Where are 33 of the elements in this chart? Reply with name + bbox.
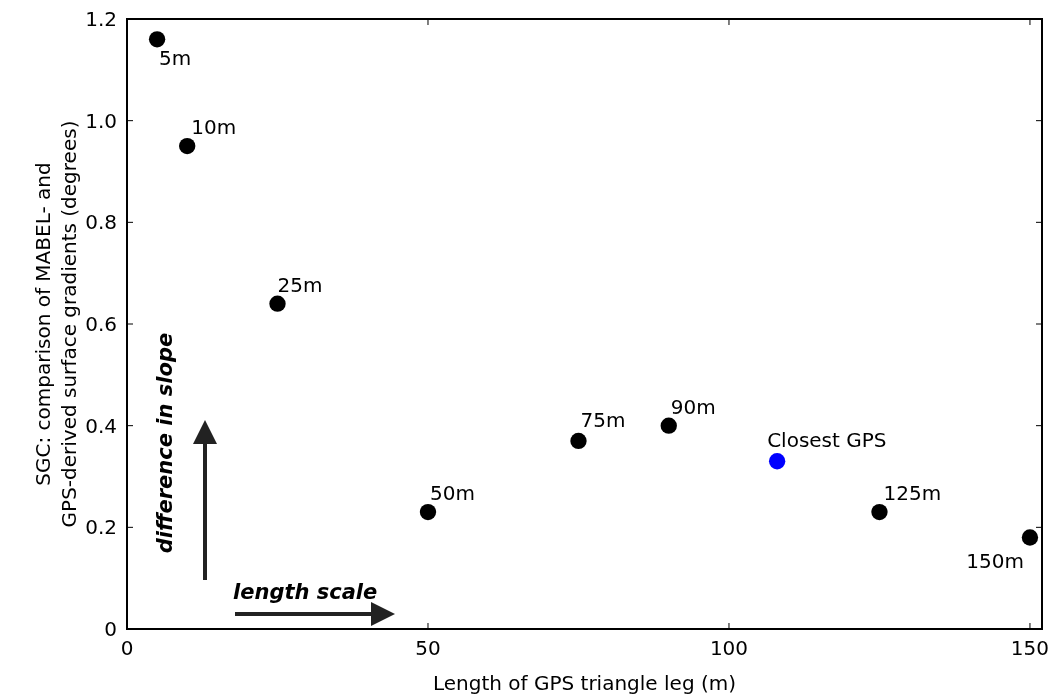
annotation: 5m bbox=[159, 46, 192, 71]
annotation: difference in slope bbox=[153, 332, 177, 554]
point bbox=[1021, 529, 1039, 546]
point bbox=[419, 503, 437, 521]
annotation: 150m bbox=[966, 548, 1024, 573]
y-tick-label: 0 bbox=[104, 617, 117, 641]
y-axis-title: SGC: comparison of MABEL- and GPS-derived surface gradients (degrees) bbox=[31, 120, 81, 528]
y-tick-label: 1.2 bbox=[85, 7, 117, 31]
annotation: 50m bbox=[429, 481, 475, 506]
series-label: Closest GPS bbox=[767, 428, 887, 453]
x-tick-label: 150 bbox=[1010, 636, 1049, 660]
annotation: 10m bbox=[191, 115, 237, 140]
annotation: 125m bbox=[883, 481, 942, 506]
y-tick-label: 0.4 bbox=[85, 413, 117, 438]
x-tick-label: 0 bbox=[120, 636, 134, 660]
annotation: 75m bbox=[580, 407, 626, 432]
y-tick-label: 0.2 bbox=[85, 515, 117, 540]
annotation: length scale bbox=[233, 580, 378, 604]
x-tick-label: 100 bbox=[709, 636, 749, 660]
y-tick-label: 1.0 bbox=[85, 108, 117, 133]
y-tick-label: 0.6 bbox=[85, 312, 117, 336]
x-axis-title: Length of GPS triangle leg (m) bbox=[432, 671, 737, 694]
point bbox=[871, 503, 888, 521]
annotation: 90m bbox=[670, 394, 716, 419]
point bbox=[148, 31, 166, 48]
x-tick-label: 50 bbox=[415, 636, 441, 660]
point bbox=[269, 295, 286, 312]
point bbox=[179, 137, 196, 155]
y-tick-label: 0.8 bbox=[85, 210, 117, 235]
point bbox=[570, 432, 587, 450]
point bbox=[768, 453, 786, 470]
point bbox=[660, 417, 677, 434]
annotation: 25m bbox=[277, 272, 323, 297]
